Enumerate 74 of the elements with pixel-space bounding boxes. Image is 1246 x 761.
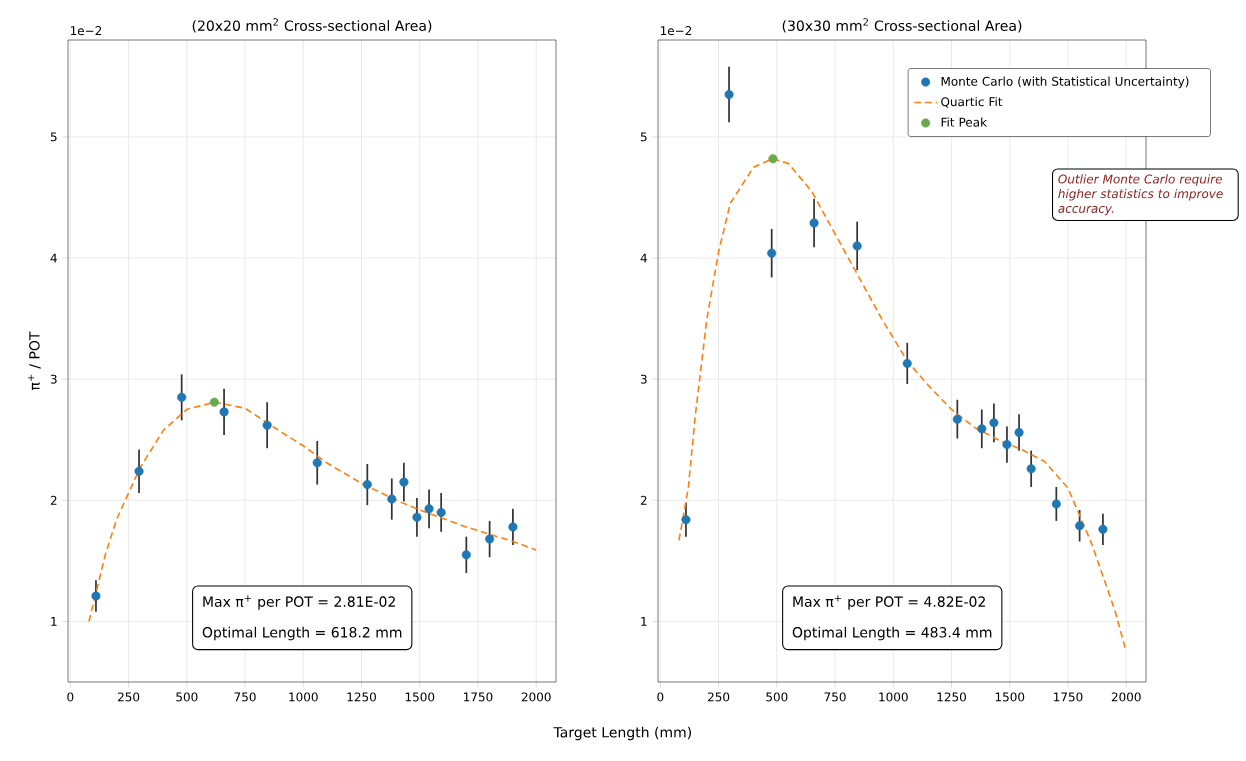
annotation: Optimal Length = 618.2 mm xyxy=(202,626,402,641)
point xyxy=(508,522,518,532)
point xyxy=(312,458,322,468)
point xyxy=(1026,464,1036,474)
x-axis-title: Target Length (mm) xyxy=(553,726,692,741)
annotation: Optimal Length = 483.4 mm xyxy=(792,626,992,641)
x-tick-label: 250 xyxy=(117,692,140,702)
legend-label: Fit Peak xyxy=(941,117,988,127)
x-tick-label: 750 xyxy=(234,692,256,702)
point xyxy=(412,512,422,522)
x-tick-label: 1250 xyxy=(937,692,966,702)
point xyxy=(852,241,862,251)
x-tick-label: 2000 xyxy=(1111,692,1141,702)
x-tick-label: 0 xyxy=(657,692,664,702)
y-tick-label: 1 xyxy=(51,617,57,626)
x-tick-label: 500 xyxy=(176,692,198,702)
point xyxy=(387,494,397,504)
x-tick-label: 1500 xyxy=(405,692,435,702)
chart-title: (20x20 mm$^{2}$ Cross-sectional Area) xyxy=(192,18,432,33)
x-tick-label: 2000 xyxy=(521,692,551,702)
point xyxy=(399,477,409,487)
legend-label: Quartic Fit xyxy=(941,96,1003,108)
annotation: Max π$^{+}$ per POT = 4.82E-02 xyxy=(793,595,985,610)
point xyxy=(362,480,372,490)
x-tick-label: 750 xyxy=(824,692,846,702)
x-tick-label: 250 xyxy=(708,692,730,702)
x-tick-label: 1500 xyxy=(995,692,1025,702)
point xyxy=(767,248,777,258)
point xyxy=(681,515,691,525)
point xyxy=(1014,427,1024,437)
point xyxy=(436,507,446,517)
point xyxy=(91,591,101,601)
point xyxy=(902,358,912,368)
x-tick-label: 500 xyxy=(766,692,788,702)
x-tick-label: 1750 xyxy=(1054,692,1083,702)
point xyxy=(1075,521,1085,531)
y-axis-title: π$^{+}$ / POT xyxy=(28,331,41,390)
text: 1e−2 xyxy=(660,26,692,36)
annotation: Outlier Monte Carlo require higher statistics to improve accuracy. xyxy=(1058,174,1223,216)
y-tick-label: 2 xyxy=(50,495,57,505)
point xyxy=(485,534,495,544)
point xyxy=(952,414,962,424)
y-tick-label: 5 xyxy=(640,132,647,142)
x-tick-label: 0 xyxy=(67,692,74,702)
point xyxy=(209,397,219,407)
y-tick-label: 3 xyxy=(640,374,647,384)
point xyxy=(219,407,229,417)
y-tick-label: 4 xyxy=(50,253,57,263)
point xyxy=(768,154,778,164)
point xyxy=(989,418,999,428)
x-tick-label: 1000 xyxy=(289,692,318,702)
y-tick-label: 2 xyxy=(640,495,647,505)
point xyxy=(724,89,734,100)
x-tick-label: 1750 xyxy=(464,692,493,702)
y-tick-label: 1 xyxy=(641,617,647,626)
annotation: Max π$^{+}$ per POT = 2.81E-02 xyxy=(203,595,395,610)
point xyxy=(1051,499,1061,509)
point xyxy=(461,550,471,560)
point xyxy=(424,504,434,514)
text: 1e−2 xyxy=(70,26,102,36)
point xyxy=(809,218,819,228)
point xyxy=(134,466,144,476)
y-tick-label: 3 xyxy=(50,374,57,384)
point xyxy=(977,424,987,434)
point xyxy=(177,392,187,402)
legend-label: Monte Carlo (with Statistical Uncertainty) xyxy=(941,76,1189,89)
x-tick-label: 1000 xyxy=(879,692,908,702)
y-tick-label: 5 xyxy=(50,132,57,142)
y-tick-label: 4 xyxy=(640,253,647,263)
point xyxy=(1002,440,1012,450)
chart-title: (30x30 mm$^{2}$ Cross-sectional Area) xyxy=(782,18,1022,33)
point xyxy=(262,420,272,430)
x-tick-label: 1250 xyxy=(347,692,376,702)
point xyxy=(1098,524,1108,534)
